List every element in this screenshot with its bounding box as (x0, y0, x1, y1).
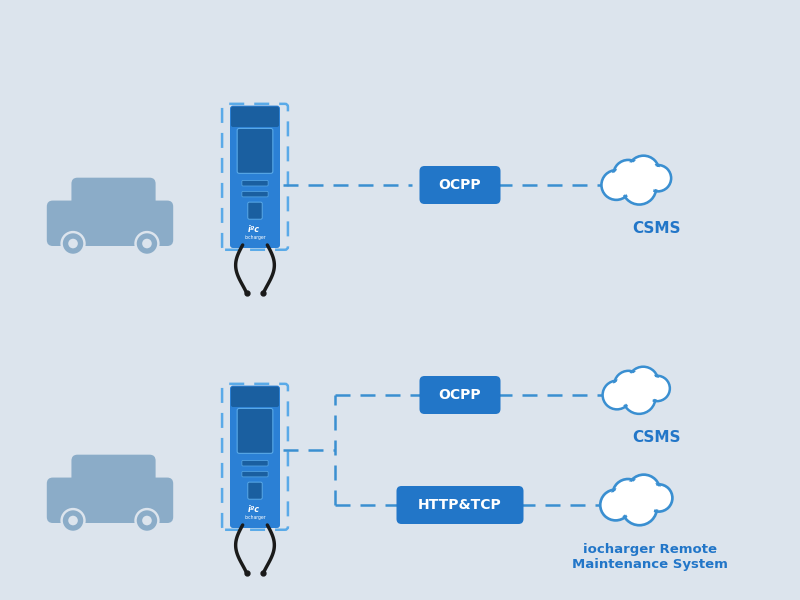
Circle shape (628, 155, 659, 187)
Circle shape (62, 509, 85, 532)
FancyBboxPatch shape (242, 460, 268, 466)
FancyBboxPatch shape (242, 191, 268, 197)
Text: iocharger: iocharger (244, 515, 266, 520)
Circle shape (628, 367, 658, 397)
Text: CSMS: CSMS (633, 430, 682, 445)
FancyBboxPatch shape (231, 386, 279, 407)
Text: OCPP: OCPP (438, 388, 482, 402)
Circle shape (645, 484, 672, 512)
Circle shape (604, 172, 629, 197)
FancyBboxPatch shape (237, 128, 273, 173)
FancyBboxPatch shape (397, 486, 523, 524)
FancyBboxPatch shape (71, 178, 155, 216)
Circle shape (622, 490, 657, 525)
Circle shape (615, 162, 641, 187)
Circle shape (602, 380, 631, 409)
FancyBboxPatch shape (419, 166, 501, 204)
Circle shape (646, 167, 669, 190)
Text: iocharger: iocharger (244, 235, 266, 240)
Circle shape (62, 232, 85, 255)
Circle shape (645, 376, 670, 401)
Circle shape (622, 170, 656, 205)
Circle shape (602, 170, 631, 200)
Circle shape (625, 173, 654, 202)
Circle shape (613, 479, 643, 510)
FancyBboxPatch shape (419, 376, 501, 414)
Text: iocharger Remote
Maintenance System: iocharger Remote Maintenance System (572, 543, 728, 571)
FancyBboxPatch shape (242, 472, 268, 477)
FancyBboxPatch shape (230, 386, 280, 528)
Circle shape (615, 481, 641, 508)
Circle shape (630, 369, 656, 395)
Circle shape (627, 475, 660, 507)
Circle shape (602, 492, 629, 518)
Circle shape (605, 383, 629, 407)
Text: iºc: iºc (248, 225, 260, 234)
Circle shape (142, 516, 152, 526)
Circle shape (622, 381, 655, 414)
Circle shape (630, 158, 657, 185)
Circle shape (625, 383, 653, 412)
FancyBboxPatch shape (230, 106, 280, 248)
Text: iºc: iºc (248, 505, 260, 514)
Text: CSMS: CSMS (633, 221, 682, 236)
FancyBboxPatch shape (237, 409, 273, 454)
Circle shape (646, 377, 668, 399)
Circle shape (68, 516, 78, 526)
Circle shape (614, 371, 642, 400)
Circle shape (614, 160, 643, 190)
Circle shape (647, 487, 670, 509)
FancyBboxPatch shape (248, 202, 262, 219)
FancyBboxPatch shape (71, 455, 155, 493)
FancyBboxPatch shape (248, 482, 262, 499)
Text: HTTP&TCP: HTTP&TCP (418, 498, 502, 512)
Text: OCPP: OCPP (438, 178, 482, 192)
Circle shape (616, 373, 641, 397)
FancyBboxPatch shape (46, 200, 174, 246)
Circle shape (142, 239, 152, 248)
Circle shape (645, 165, 671, 191)
Circle shape (600, 490, 631, 520)
Circle shape (630, 477, 658, 505)
FancyBboxPatch shape (242, 181, 268, 186)
Circle shape (625, 493, 654, 523)
FancyBboxPatch shape (46, 478, 174, 523)
Circle shape (135, 232, 158, 255)
FancyBboxPatch shape (231, 107, 279, 127)
Circle shape (135, 509, 158, 532)
Circle shape (68, 239, 78, 248)
